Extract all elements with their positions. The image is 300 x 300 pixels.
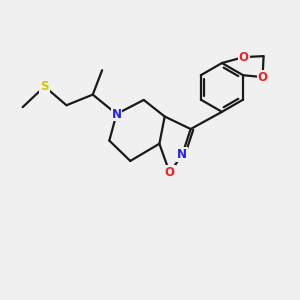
Text: N: N — [177, 148, 187, 161]
Text: O: O — [165, 166, 175, 179]
Text: O: O — [239, 51, 249, 64]
Text: S: S — [40, 80, 49, 93]
Text: N: N — [112, 107, 122, 121]
Text: O: O — [258, 70, 268, 84]
